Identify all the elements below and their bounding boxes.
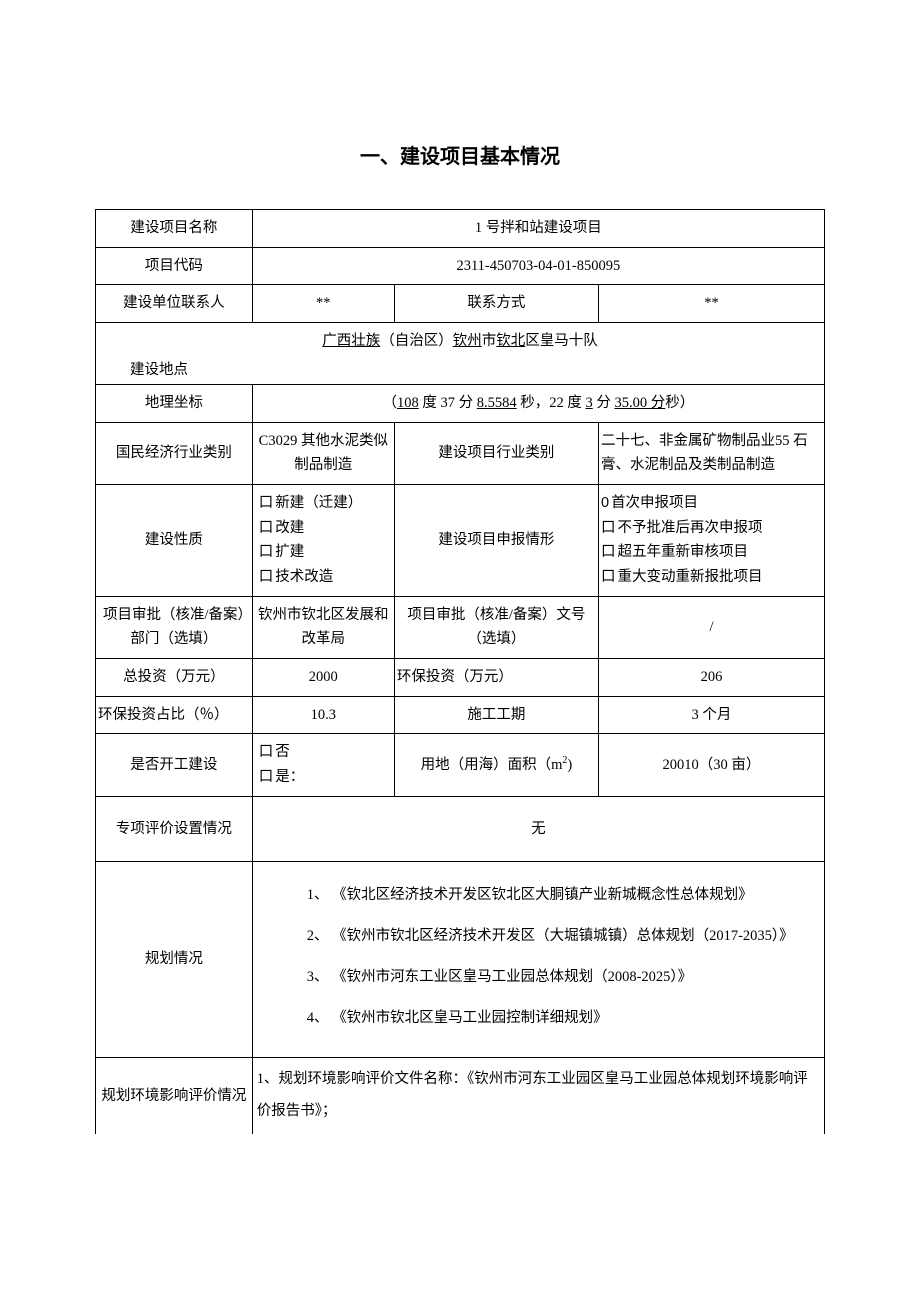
label-declare-form: 建设项目申报情形 [394,485,598,597]
label-project-industry: 建设项目行业类别 [394,422,598,484]
value-nature: 口新建（迁建） 口改建 口扩建 口技术改造 [252,485,394,597]
value-env-invest: 206 [598,658,824,696]
label-land-area: 用地（用海）面积（m2) [394,734,598,796]
label-project-code: 项目代码 [96,247,253,285]
label-industry: 国民经济行业类别 [96,422,253,484]
label-project-name: 建设项目名称 [96,210,253,248]
label-duration: 施工工期 [394,696,598,734]
label-env-invest: 环保投资（万元） [394,658,598,696]
label-coord: 地理坐标 [96,385,253,423]
value-coord: （108 度 37 分 8.5584 秒，22 度 3 分 35.00 分秒） [252,385,824,423]
value-started: 口否 口是： [252,734,394,796]
label-started: 是否开工建设 [96,734,253,796]
label-total-invest: 总投资（万元） [96,658,253,696]
project-info-table: 建设项目名称 1 号拌和站建设项目 项目代码 2311-450703-04-01… [95,209,825,1134]
section-title: 一、建设项目基本情况 [95,140,825,169]
value-special-eval: 无 [252,796,824,862]
label-nature: 建设性质 [96,485,253,597]
value-duration: 3 个月 [598,696,824,734]
value-approval-no: / [598,596,824,658]
value-total-invest: 2000 [252,658,394,696]
value-project-name: 1 号拌和站建设项目 [252,210,824,248]
value-env-ratio: 10.3 [252,696,394,734]
label-env-ratio: 环保投资占比（％） [96,696,253,734]
value-env-eval: 1、规划环境影响评价文件名称：《钦州市河东工业园区皇马工业园总体规划环境影响评价… [252,1058,824,1134]
value-approval-dept: 钦州市钦北区发展和改革局 [252,596,394,658]
value-declare-form: 0首次申报项目 口不予批准后再次申报项 口超五年重新审核项目 口重大变动重新报批… [598,485,824,597]
value-contact: ** [252,285,394,323]
value-industry: C3029 其他水泥类似制品制造 [252,422,394,484]
label-contact: 建设单位联系人 [96,285,253,323]
value-project-industry: 二十七、非金属矿物制品业55 石膏、水泥制品及类制品制造 [598,422,824,484]
label-approval-no: 项目审批（核准/备案）文号（选填） [394,596,598,658]
label-approval-dept: 项目审批（核准/备案）部门（选填） [96,596,253,658]
label-special-eval: 专项评价设置情况 [96,796,253,862]
label-env-eval: 规划环境影响评价情况 [96,1058,253,1134]
value-planning: 1、 《钦北区经济技术开发区钦北区大胴镇产业新城概念性总体规划》 2、 《钦州市… [252,862,824,1058]
value-address: 广西壮族（自治区）钦州市钦北区皇马十队 [322,333,598,349]
label-address: 建设地点 [130,358,820,383]
row-address: 广西壮族（自治区）钦州市钦北区皇马十队 建设地点 [96,322,825,384]
value-land-area: 20010（30 亩） [598,734,824,796]
label-planning: 规划情况 [96,862,253,1058]
label-contact-method: 联系方式 [394,285,598,323]
value-project-code: 2311-450703-04-01-850095 [252,247,824,285]
value-contact-method: ** [598,285,824,323]
